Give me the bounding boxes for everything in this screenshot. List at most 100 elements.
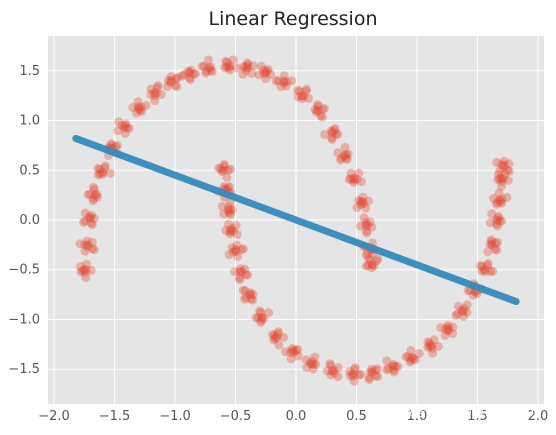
scatter-point-jitter	[76, 267, 86, 277]
scatter-point	[327, 366, 337, 376]
scatter-point-jitter	[497, 181, 507, 191]
scatter-point-jitter	[259, 69, 269, 79]
scatter-point-jitter	[345, 371, 355, 381]
scatter-point-jitter	[487, 237, 497, 247]
scatter-point-jitter	[322, 366, 332, 376]
scatter-point-jitter	[344, 174, 354, 184]
scatter-point-jitter	[222, 62, 232, 72]
scatter-point-jitter	[114, 117, 124, 127]
scatter-point-jitter	[356, 199, 366, 209]
y-tick-label: 1.5	[19, 64, 40, 79]
scatter-point	[492, 215, 502, 225]
scatter-point-jitter	[136, 102, 146, 112]
scatter-point-jitter	[79, 217, 89, 227]
scatter-point-jitter	[235, 264, 245, 274]
scatter-point-jitter	[305, 358, 315, 368]
scatter-point	[149, 88, 159, 98]
scatter-point-jitter	[463, 286, 473, 296]
scatter-point-jitter	[206, 65, 216, 75]
scatter-point-jitter	[240, 294, 250, 304]
scatter-point-jitter	[243, 270, 253, 280]
scatter-point-jitter	[492, 198, 502, 208]
scatter-point-jitter	[156, 89, 166, 99]
scatter-point-jitter	[239, 62, 249, 72]
regression-line	[72, 134, 520, 306]
scatter-point-jitter	[367, 263, 377, 273]
scatter-point-jitter	[367, 222, 377, 232]
scatter-point-jitter	[274, 340, 284, 350]
scatter-point-jitter	[371, 365, 381, 375]
scatter-point	[480, 265, 490, 275]
scatter-point-jitter	[382, 356, 392, 366]
scatter-point-jitter	[363, 260, 373, 270]
scatter-point-jitter	[497, 194, 507, 204]
scatter-point-jitter	[273, 329, 283, 339]
scatter-point-jitter	[333, 148, 343, 158]
scatter-point-jitter	[492, 219, 502, 229]
scatter-point-jitter	[495, 166, 505, 176]
scatter-point-jitter	[80, 246, 90, 256]
scatter-point-jitter	[179, 70, 189, 80]
scatter-point-jitter	[493, 175, 503, 185]
scatter-point-jitter	[462, 300, 472, 310]
scatter-point-jitter	[436, 323, 446, 333]
scatter-point-jitter	[313, 102, 323, 112]
scatter-point-jitter	[297, 94, 307, 104]
scatter-point-jitter	[80, 208, 90, 218]
scatter-point-jitter	[87, 237, 97, 247]
scatter-point-jitter	[80, 216, 90, 226]
scatter-point-jitter	[372, 364, 382, 374]
scatter-point-jitter	[207, 66, 217, 76]
scatter-point-jitter	[337, 153, 347, 163]
scatter-point-jitter	[166, 72, 176, 82]
scatter-point-jitter	[221, 56, 231, 66]
scatter-point-jitter	[319, 103, 329, 113]
scatter-point-jitter	[462, 307, 472, 317]
scatter-point-jitter	[241, 270, 251, 280]
scatter-point-jitter	[410, 355, 420, 365]
scatter-point-jitter	[186, 65, 196, 75]
scatter-point-jitter	[457, 305, 467, 315]
scatter-point-jitter	[496, 159, 506, 169]
scatter-point	[388, 361, 398, 371]
scatter-point-jitter	[172, 82, 182, 92]
scatter-point-jitter	[217, 201, 227, 211]
scatter-point-jitter	[495, 174, 505, 184]
scatter-point-jitter	[313, 100, 323, 110]
scatter-point-jitter	[95, 164, 105, 174]
scatter-point-jitter	[88, 194, 98, 204]
scatter-point-jitter	[85, 189, 95, 199]
scatter-point-jitter	[341, 153, 351, 163]
scatter-point-jitter	[279, 71, 289, 81]
scatter-point-jitter	[427, 343, 437, 353]
scatter-point-jitter	[361, 261, 371, 271]
scatter-point-jitter	[273, 76, 283, 86]
chart-title: Linear Regression	[208, 8, 377, 30]
wechat-icon-secondary	[386, 409, 396, 419]
scatter-point-jitter	[87, 244, 97, 254]
scatter-point-jitter	[230, 267, 240, 277]
scatter-point-jitter	[259, 65, 269, 75]
scatter-point-jitter	[81, 265, 91, 275]
scatter-point-jitter	[333, 129, 343, 139]
scatter-point-jitter	[248, 61, 258, 71]
scatter-point-jitter	[137, 106, 147, 116]
scatter-point-jitter	[288, 345, 298, 355]
scatter-point-jitter	[393, 361, 403, 371]
scatter-point	[307, 359, 317, 369]
scatter-point-jitter	[190, 69, 200, 79]
scatter-point-jitter	[240, 264, 250, 274]
scatter-point-jitter	[225, 229, 235, 239]
scatter-point	[289, 347, 299, 357]
scatter-point-jitter	[383, 363, 393, 373]
scatter-point	[257, 312, 267, 322]
scatter-point-jitter	[221, 225, 231, 235]
scatter-point-jitter	[133, 102, 143, 112]
scatter-point-jitter	[365, 255, 375, 265]
scatter-point-jitter	[273, 327, 283, 337]
scatter-point-jitter	[106, 138, 116, 148]
scatter-point-jitter	[340, 142, 350, 152]
scatter-point-jitter	[93, 170, 103, 180]
scatter-point-jitter	[163, 75, 173, 85]
scatter-point-jitter	[341, 150, 351, 160]
